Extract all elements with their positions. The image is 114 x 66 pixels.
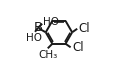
Text: Cl: Cl (71, 41, 83, 54)
Text: B: B (33, 22, 42, 35)
Text: Cl: Cl (78, 22, 89, 35)
Text: HO: HO (26, 33, 42, 43)
Text: HO: HO (43, 17, 59, 27)
Text: CH₃: CH₃ (38, 50, 57, 60)
